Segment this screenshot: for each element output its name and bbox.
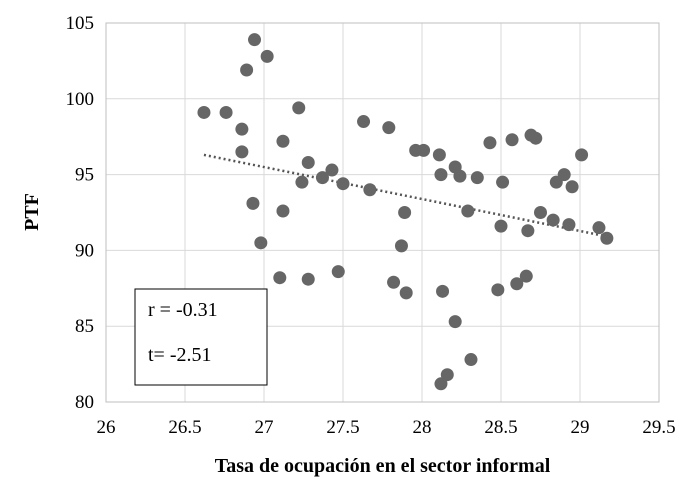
data-point bbox=[600, 231, 614, 245]
x-tick-label: 27 bbox=[255, 417, 274, 438]
data-point bbox=[529, 131, 543, 145]
data-point bbox=[399, 286, 413, 300]
data-point bbox=[453, 169, 467, 183]
data-point bbox=[276, 134, 290, 148]
stats-box-frame bbox=[134, 288, 268, 386]
x-tick-label: 29 bbox=[571, 417, 590, 438]
data-point bbox=[436, 284, 450, 298]
data-point bbox=[434, 168, 448, 182]
x-tick-label: 26 bbox=[97, 417, 116, 438]
data-point bbox=[248, 33, 262, 47]
data-point bbox=[276, 204, 290, 218]
y-axis-title: PTF bbox=[21, 193, 43, 231]
data-point bbox=[394, 239, 408, 253]
stats-box: r = -0.31 t= -2.51 bbox=[134, 288, 268, 386]
x-tick-label: 27.5 bbox=[326, 417, 359, 438]
data-point bbox=[519, 269, 533, 283]
data-points bbox=[197, 33, 614, 391]
data-point bbox=[363, 183, 377, 197]
t-statistic-label: t= -2.51 bbox=[148, 344, 212, 366]
data-point bbox=[295, 175, 309, 189]
data-point bbox=[483, 136, 497, 150]
data-point bbox=[240, 63, 254, 77]
data-point bbox=[592, 221, 606, 235]
data-point bbox=[432, 148, 446, 162]
data-point bbox=[464, 353, 478, 367]
data-point bbox=[461, 204, 475, 218]
x-tick-label: 29.5 bbox=[642, 417, 675, 438]
y-axis-ticks: 80 85 90 95 100 105 bbox=[66, 13, 95, 413]
data-point bbox=[496, 175, 510, 189]
x-tick-label: 28 bbox=[413, 417, 432, 438]
y-tick-label: 95 bbox=[75, 165, 94, 186]
data-point bbox=[417, 143, 431, 157]
data-point bbox=[336, 177, 350, 191]
x-tick-label: 26.5 bbox=[168, 417, 201, 438]
data-point bbox=[491, 283, 505, 297]
data-point bbox=[575, 148, 589, 162]
trendline bbox=[203, 153, 609, 238]
data-point bbox=[292, 101, 306, 115]
data-point bbox=[562, 218, 576, 232]
data-point bbox=[197, 105, 211, 119]
y-tick-label: 85 bbox=[75, 316, 94, 337]
data-point bbox=[505, 133, 519, 147]
plot-area-frame bbox=[105, 22, 660, 403]
data-point bbox=[565, 180, 579, 194]
y-tick-label: 90 bbox=[75, 240, 94, 261]
y-tick-label: 100 bbox=[66, 89, 95, 110]
data-point bbox=[521, 224, 535, 238]
data-point bbox=[546, 213, 560, 227]
data-point bbox=[382, 121, 396, 135]
data-point bbox=[301, 272, 315, 286]
data-point bbox=[357, 115, 371, 129]
y-tick-label: 80 bbox=[75, 392, 94, 413]
data-point bbox=[260, 49, 274, 63]
data-point bbox=[494, 219, 508, 233]
data-point bbox=[246, 196, 260, 210]
data-point bbox=[254, 236, 268, 250]
data-point bbox=[434, 377, 448, 391]
data-point bbox=[448, 315, 462, 329]
data-point bbox=[331, 265, 345, 279]
data-point bbox=[273, 271, 287, 285]
data-point bbox=[235, 145, 249, 159]
data-point bbox=[470, 171, 484, 185]
data-point bbox=[534, 206, 547, 219]
x-axis-ticks: 26 26.5 27 27.5 28 28.5 29 29.5 bbox=[97, 417, 676, 438]
data-point bbox=[440, 368, 454, 382]
data-point bbox=[315, 171, 329, 185]
data-point bbox=[510, 277, 524, 291]
y-tick-label: 105 bbox=[66, 13, 95, 34]
data-point bbox=[301, 155, 315, 169]
data-point bbox=[325, 163, 339, 177]
x-axis-title: Tasa de ocupación en el sector informal bbox=[215, 455, 551, 477]
data-point bbox=[387, 275, 401, 289]
x-tick-label: 28.5 bbox=[484, 417, 517, 438]
data-point bbox=[398, 206, 412, 219]
correlation-r-label: r = -0.31 bbox=[148, 299, 218, 321]
data-point bbox=[219, 105, 233, 119]
data-point bbox=[235, 122, 249, 136]
data-point bbox=[557, 168, 571, 182]
